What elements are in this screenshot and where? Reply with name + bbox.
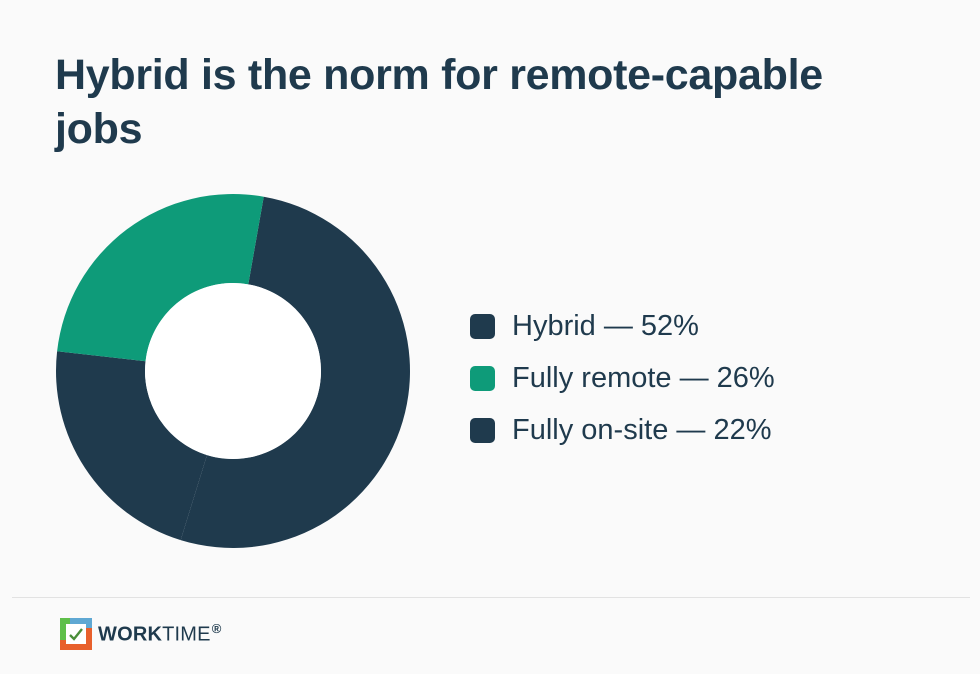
donut-slice-fully-on-site bbox=[55, 351, 207, 541]
chart-legend: Hybrid — 52% Fully remote — 26% Fully on… bbox=[470, 300, 775, 456]
legend-item-fully-on-site: Fully on-site — 22% bbox=[470, 404, 775, 456]
footer-divider bbox=[12, 597, 970, 598]
donut-slice-hybrid bbox=[180, 196, 411, 549]
donut-svg bbox=[55, 194, 411, 549]
chart-title: Hybrid is the norm for remote-capable jo… bbox=[55, 51, 823, 153]
legend-item-fully-remote: Fully remote — 26% bbox=[470, 352, 775, 404]
legend-label-fully-remote: Fully remote — 26% bbox=[512, 361, 775, 394]
donut-hole bbox=[145, 283, 321, 459]
legend-swatch-hybrid bbox=[470, 313, 495, 339]
brand-name: WORKTIME® bbox=[98, 621, 222, 646]
donut-chart bbox=[40, 180, 430, 570]
legend-label-fully-on-site: Fully on-site — 22% bbox=[512, 413, 772, 446]
legend-item-hybrid: Hybrid — 52% bbox=[470, 300, 775, 352]
worktime-logo: WORKTIME® bbox=[60, 618, 221, 650]
legend-label-hybrid: Hybrid — 52% bbox=[512, 309, 699, 342]
worktime-logo-icon bbox=[60, 618, 92, 650]
donut-slice-fully-remote bbox=[57, 194, 264, 362]
legend-swatch-fully-on-site bbox=[470, 417, 495, 443]
legend-swatch-fully-remote bbox=[470, 365, 495, 391]
